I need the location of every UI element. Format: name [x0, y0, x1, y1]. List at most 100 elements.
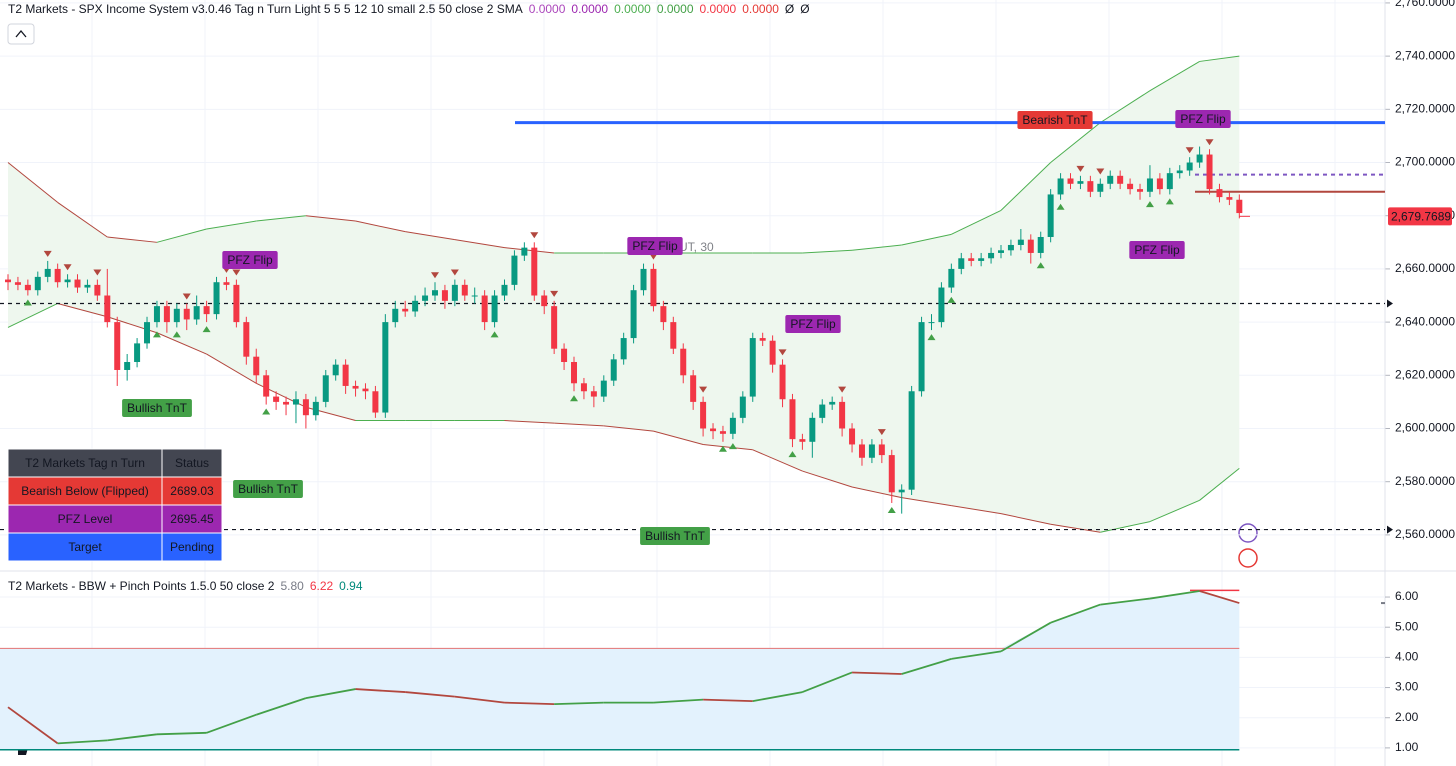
level-arrow: [1387, 525, 1393, 534]
legend-value: Ø: [785, 2, 794, 16]
bbw-legend-value: 5.80: [280, 579, 304, 593]
signal-marker: [778, 349, 787, 356]
candle-body: [630, 290, 637, 339]
signal-marker: [838, 386, 847, 393]
signal-marker: [1076, 165, 1085, 172]
candle-body: [322, 375, 329, 402]
candle-body: [1146, 178, 1153, 192]
candle-body: [1017, 239, 1024, 245]
y-tick-label: 3.00: [1395, 680, 1419, 694]
candle-body: [650, 268, 657, 307]
candle-body: [799, 439, 806, 442]
candle-body: [600, 380, 607, 397]
flag-icon[interactable]: [1238, 548, 1258, 568]
candle-body: [14, 282, 21, 285]
candle-body: [302, 399, 309, 416]
level-arrow: [1387, 299, 1393, 308]
signal-marker: [728, 443, 737, 450]
candle-body: [700, 401, 707, 429]
candle-body: [312, 401, 319, 416]
candle-body: [1206, 154, 1213, 190]
band-upper: [802, 249, 853, 254]
candle-body: [372, 391, 379, 413]
signal-marker: [947, 296, 956, 303]
candle-body: [44, 268, 51, 277]
indicator-legend: T2 Markets - SPX Income System v3.0.46 T…: [8, 2, 810, 16]
candle-body: [1037, 236, 1044, 253]
candle-body: [342, 364, 349, 386]
signal-marker: [1165, 198, 1174, 205]
candle-body: [263, 375, 270, 397]
bbw-line: [1149, 590, 1200, 600]
signal-marker: [1036, 262, 1045, 269]
band-lower: [603, 425, 654, 432]
candle-body: [948, 268, 955, 288]
candle-body: [531, 247, 538, 296]
table-cell: [7, 476, 163, 506]
candle-body: [759, 338, 766, 341]
candle-body: [233, 284, 240, 323]
candle-body: [1057, 178, 1064, 195]
band-lower: [703, 443, 753, 451]
y-tick-label: 2,720.0000: [1395, 101, 1455, 115]
signal-marker: [1185, 147, 1194, 154]
signal-marker: [530, 232, 539, 239]
y-tick-label: 2,560.0000: [1395, 527, 1455, 541]
bbw-line: [1100, 597, 1151, 606]
band-upper: [256, 215, 306, 222]
candle-body: [451, 284, 458, 301]
candle-body: [729, 417, 736, 434]
band-upper: [57, 202, 108, 238]
table-text: Status: [175, 456, 209, 470]
candle-body: [1067, 178, 1074, 184]
band-upper: [1100, 90, 1151, 124]
signal-marker: [699, 386, 708, 393]
signal-marker: [649, 253, 658, 260]
y-tick-label: 2,620.0000: [1395, 367, 1455, 381]
annotation-label: PFZ Flip: [632, 239, 678, 253]
band-upper: [1199, 55, 1240, 62]
event-icon[interactable]: [1238, 523, 1258, 543]
candle-body: [382, 322, 389, 413]
candle-body: [1156, 178, 1163, 190]
candle-body: [1176, 170, 1183, 174]
signal-marker: [450, 269, 459, 276]
signal-marker: [1096, 168, 1105, 175]
band-lower: [1000, 513, 1051, 525]
band-lower: [752, 449, 803, 472]
signal-marker: [718, 445, 727, 452]
bbw-line: [653, 698, 704, 704]
candle-body: [144, 322, 151, 344]
y-tick-label: 2,580.0000: [1395, 474, 1455, 488]
candle-body: [988, 252, 995, 259]
annotation-box: [1017, 111, 1093, 129]
candle-body: [24, 284, 31, 291]
band-upper: [901, 233, 952, 246]
collapse-button[interactable]: [7, 23, 35, 45]
legend-value: Ø: [800, 2, 809, 16]
band-upper: [305, 215, 356, 222]
candle-body: [809, 417, 816, 442]
bbw-line: [1199, 590, 1240, 604]
candle-body: [392, 308, 399, 323]
annotation-box: [1129, 241, 1185, 259]
y-tick-label: 2.00: [1395, 710, 1419, 724]
band-upper: [851, 244, 902, 251]
bbw-line: [752, 691, 803, 703]
candle-body: [1127, 183, 1134, 190]
bbw-line: [355, 688, 406, 693]
candle-body: [829, 401, 836, 405]
candle-body: [1007, 244, 1014, 251]
candle-body: [590, 391, 597, 397]
band-lower: [1050, 523, 1101, 533]
candle-body: [660, 306, 667, 323]
legend-title: T2 Markets - SPX Income System v3.0.46 T…: [8, 2, 523, 16]
candle-body: [580, 383, 587, 392]
table-text: 2689.03: [170, 484, 214, 498]
bbw-line: [454, 695, 505, 704]
annotation-box: [1175, 110, 1231, 128]
band-lower: [901, 497, 952, 507]
annotation-label: Bullish TnT: [645, 529, 705, 543]
signal-marker: [262, 408, 271, 415]
signal-marker: [1145, 201, 1154, 208]
